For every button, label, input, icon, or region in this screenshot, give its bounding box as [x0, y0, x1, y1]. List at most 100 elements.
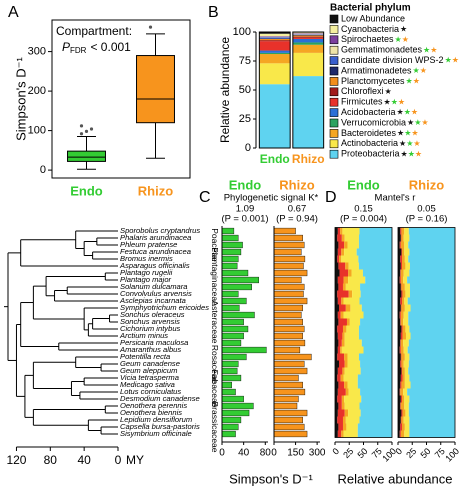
annotation-value: < 0.001: [90, 40, 131, 54]
bar-segment: [335, 381, 339, 389]
species-label: Vicia tetrasperma: [120, 373, 179, 382]
bar-segment: [338, 241, 345, 249]
legend-swatch: [329, 45, 339, 55]
bar-segment: [398, 290, 402, 298]
legend-star: ★: [384, 97, 391, 106]
bar-segment: [404, 255, 409, 263]
bar: [221, 346, 267, 354]
bar-segment: [403, 234, 410, 242]
bar-segment: [292, 44, 324, 53]
x-tick-label: Endo: [70, 183, 103, 198]
bar-segment: [338, 360, 345, 368]
bar-segment: [338, 381, 345, 389]
bar: [273, 339, 306, 347]
bar-segment: [400, 332, 403, 340]
bar-segment: [400, 276, 404, 284]
bar-segment: [348, 388, 361, 396]
bar: [273, 269, 308, 277]
bar-segment: [409, 234, 455, 242]
bar: [221, 241, 243, 249]
bar-segment: [410, 304, 455, 312]
stat-p: (P = 0.94): [276, 214, 318, 225]
bar-segment: [344, 339, 362, 347]
bar-segment: [400, 353, 402, 361]
bar-segment: [359, 227, 392, 235]
stat-p: (P = 0.004): [340, 214, 387, 225]
bar-segment: [340, 227, 343, 235]
bar-segment: [342, 325, 347, 333]
bar-segment: [335, 318, 339, 326]
legend-label: candidate division WPS-2: [341, 55, 444, 65]
bar-segment: [259, 50, 291, 53]
legend-label: Verrucomicrobia: [341, 117, 406, 127]
bar-segment: [259, 37, 291, 39]
bar-segment: [346, 318, 350, 326]
bar: [273, 227, 296, 235]
species-label: Sonchus oleraceus: [120, 310, 185, 319]
bar-segment: [399, 430, 401, 438]
x-tick-label: 40: [238, 448, 250, 459]
bar: [221, 388, 236, 396]
bar: [273, 332, 303, 340]
bar-segment: [259, 36, 291, 37]
bar: [221, 416, 242, 424]
bar-segment: [398, 381, 401, 389]
bar-segment: [400, 416, 402, 424]
panel-letter: B: [208, 4, 219, 21]
bar: [273, 262, 304, 270]
bar-segment: [292, 34, 324, 36]
bar-segment: [400, 304, 402, 312]
bar-segment: [335, 360, 339, 368]
legend-star: ★: [402, 35, 409, 44]
legend-star: ★: [420, 66, 427, 75]
legend-star: ★: [398, 97, 405, 106]
x-tick-label: 300: [309, 448, 326, 459]
bar-segment: [335, 255, 338, 263]
legend-label: Low Abundance: [341, 13, 405, 23]
bar-segment: [400, 402, 405, 410]
bar-segment: [399, 311, 401, 319]
bar-segment: [344, 241, 348, 249]
bar-segment: [341, 248, 345, 256]
bar-segment: [259, 40, 291, 42]
bar-segment: [401, 409, 403, 417]
bar-segment: [403, 416, 410, 424]
bar-segment: [337, 409, 345, 417]
bar-segment: [357, 423, 392, 431]
bar-segment: [398, 395, 401, 403]
bar-outline: [258, 31, 291, 149]
bar-segment: [398, 311, 400, 319]
bar-segment: [400, 381, 402, 389]
family-label: Asteraceae: [210, 301, 220, 344]
outlier: [89, 127, 94, 131]
bar: [273, 234, 303, 242]
bar: [221, 374, 242, 382]
bar-segment: [408, 360, 455, 368]
legend-star: ★: [415, 149, 422, 158]
bar-segment: [337, 325, 343, 333]
bar-segment: [400, 318, 401, 326]
bar: [273, 318, 303, 326]
stat-value: 1.09: [236, 204, 255, 215]
bar: [273, 388, 306, 396]
legend-swatch: [329, 14, 339, 24]
bar: [273, 290, 304, 298]
bar-segment: [400, 311, 404, 319]
y-tick-label: 75: [239, 55, 251, 67]
species-label: Amaranthus albus: [119, 345, 181, 354]
x-tick-label: 0: [271, 448, 277, 459]
bar-segment: [292, 52, 324, 77]
bar-segment: [338, 262, 346, 270]
bar-segment: [405, 290, 410, 298]
bar-segment: [358, 332, 392, 340]
bar-segment: [404, 227, 409, 235]
panel-frame: [334, 227, 393, 438]
bar-segment: [337, 346, 341, 354]
bar-segment: [403, 269, 410, 277]
bar-segment: [335, 269, 340, 277]
bar: [221, 269, 249, 277]
bar: [273, 353, 312, 361]
annotation: PFDR < 0.001: [62, 40, 131, 55]
x-tick-label: Rhizo: [292, 152, 325, 166]
